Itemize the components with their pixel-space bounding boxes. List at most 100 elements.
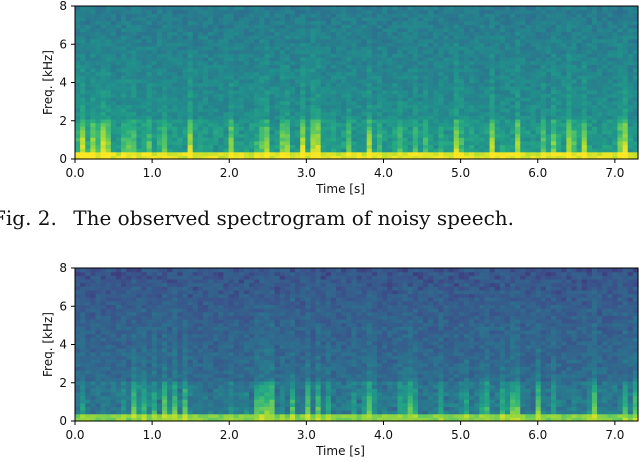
heatmap-cell	[254, 148, 260, 153]
heatmap-cell	[443, 57, 450, 62]
heatmap-cell	[463, 53, 470, 58]
heatmap-cell	[320, 140, 327, 146]
heatmap-cell	[407, 133, 414, 138]
heatmap-cell	[320, 144, 327, 149]
heatmap-cell	[197, 140, 204, 146]
heatmap-cell	[510, 9, 516, 14]
heatmap-cell	[105, 78, 112, 84]
heatmap-cell	[361, 148, 368, 153]
heatmap-cell	[407, 78, 414, 84]
heatmap-cell	[586, 155, 593, 160]
heatmap-cell	[320, 129, 327, 135]
heatmap-cell	[151, 111, 158, 116]
heatmap-cell	[561, 53, 567, 58]
heatmap-cell	[325, 49, 332, 54]
heatmap-cell	[412, 42, 419, 47]
heatmap-cell	[156, 9, 163, 14]
heatmap-cell	[254, 9, 260, 14]
heatmap-cell	[366, 126, 373, 131]
heatmap-cell	[75, 24, 81, 29]
heatmap-cell	[371, 126, 378, 131]
heatmap-cell	[187, 137, 194, 142]
heatmap-cell	[607, 31, 614, 36]
heatmap-cell	[366, 118, 373, 124]
heatmap-cell	[315, 42, 322, 47]
heatmap-cell	[90, 380, 97, 386]
heatmap-cell	[156, 53, 163, 58]
heatmap-cell	[494, 93, 501, 98]
heatmap-cell	[264, 16, 271, 22]
heatmap-cell	[264, 78, 271, 84]
heatmap-cell	[213, 13, 219, 18]
heatmap-cell	[105, 97, 112, 102]
heatmap-cell	[269, 46, 276, 51]
heatmap-cell	[504, 104, 511, 109]
heatmap-cell	[126, 9, 132, 14]
heatmap-cell	[233, 104, 240, 109]
heatmap-cell	[136, 89, 143, 95]
heatmap-cell	[535, 24, 542, 29]
heatmap-cell	[489, 42, 496, 47]
heatmap-cell	[346, 46, 352, 51]
heatmap-cell	[453, 115, 460, 120]
heatmap-cell	[438, 35, 445, 40]
heatmap-cell	[85, 49, 91, 54]
heatmap-cell	[115, 100, 122, 105]
heatmap-cell	[315, 155, 322, 160]
heatmap-cell	[428, 151, 434, 156]
heatmap-cell	[156, 16, 163, 22]
heatmap-cell	[274, 129, 281, 135]
heatmap-cell	[612, 24, 619, 29]
heatmap-cell	[346, 104, 352, 109]
heatmap-cell	[530, 151, 537, 156]
heatmap-cell	[474, 155, 480, 160]
heatmap-cell	[305, 38, 312, 44]
heatmap-cell	[469, 78, 475, 84]
heatmap-cell	[336, 64, 342, 69]
heatmap-cell	[371, 151, 378, 156]
heatmap-cell	[591, 118, 598, 124]
heatmap-cell	[597, 60, 603, 65]
heatmap-cell	[95, 348, 102, 353]
heatmap-cell	[622, 129, 629, 135]
heatmap-cell	[228, 137, 235, 142]
heatmap-cell	[591, 97, 598, 102]
heatmap-cell	[632, 57, 639, 62]
heatmap-cell	[520, 155, 526, 160]
heatmap-cell	[223, 137, 230, 142]
heatmap-cell	[402, 31, 409, 36]
heatmap-cell	[284, 111, 291, 116]
heatmap-cell	[141, 20, 148, 25]
heatmap-cell	[458, 126, 465, 131]
heatmap-cell	[151, 46, 158, 51]
heatmap-cell	[100, 67, 107, 73]
heatmap-cell	[192, 20, 199, 25]
heatmap-cell	[448, 35, 455, 40]
heatmap-cell	[218, 86, 225, 91]
heatmap-cell	[484, 82, 491, 87]
heatmap-cell	[289, 78, 296, 84]
heatmap-cell	[249, 137, 255, 142]
heatmap-cell	[320, 97, 327, 102]
heatmap-cell	[361, 115, 368, 120]
heatmap-cell	[591, 53, 598, 58]
heatmap-cell	[300, 122, 306, 127]
heatmap-cell	[423, 82, 429, 87]
heatmap-cell	[146, 155, 153, 160]
heatmap-cell	[351, 93, 358, 98]
heatmap-cell	[627, 71, 634, 76]
heatmap-cell	[305, 20, 312, 25]
heatmap-cell	[182, 35, 189, 40]
heatmap-cell	[325, 42, 332, 47]
heatmap-cell	[336, 60, 342, 65]
heatmap-cell	[453, 86, 460, 91]
heatmap-cell	[121, 89, 127, 95]
heatmap-cell	[254, 111, 260, 116]
heatmap-cell	[489, 20, 496, 25]
heatmap-cell	[85, 38, 91, 44]
heatmap-cell	[305, 151, 312, 156]
heatmap-cell	[397, 129, 404, 135]
heatmap-cell	[356, 20, 363, 25]
heatmap-cell	[80, 319, 86, 324]
heatmap-cell	[474, 97, 480, 102]
